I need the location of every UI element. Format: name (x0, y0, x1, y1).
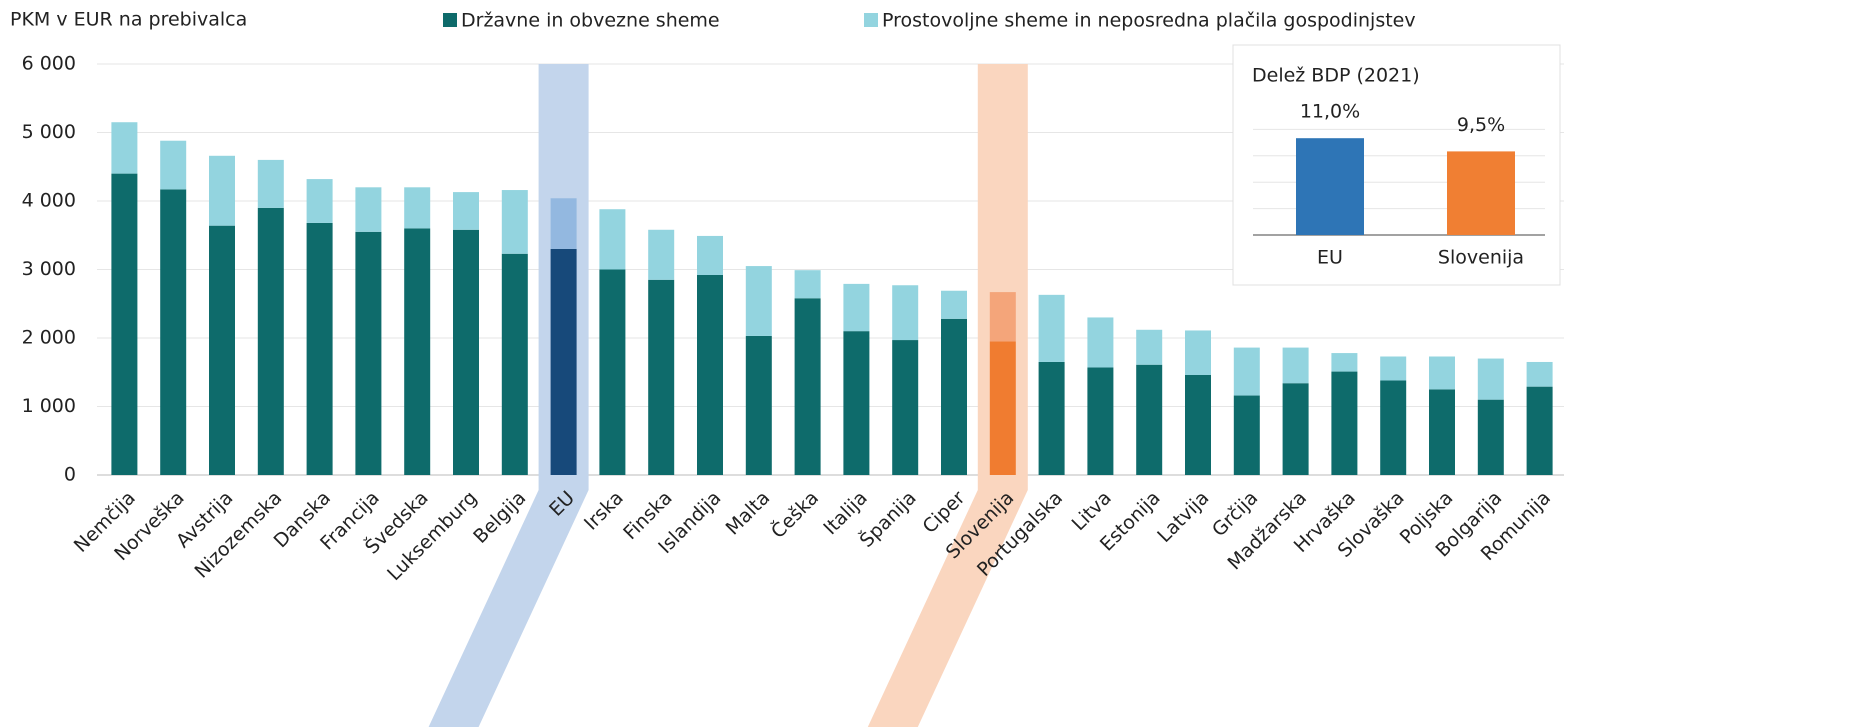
x-tick-label: Češka (766, 485, 823, 542)
bar-segment (648, 279, 675, 475)
bar-segment (550, 248, 577, 475)
bar-segment (1429, 389, 1455, 475)
bar-segment (648, 229, 675, 280)
bar-segment (745, 266, 772, 336)
bar-segment (697, 274, 723, 475)
bar-segment (453, 192, 479, 230)
bar-segment (404, 187, 431, 229)
bar-segment (697, 235, 723, 275)
bar-segment (1477, 358, 1504, 400)
bar-segment (1233, 395, 1260, 475)
legend-label: Državne in obvezne sheme (461, 10, 720, 32)
bar-segment (794, 270, 821, 299)
bar-segment (1526, 361, 1553, 387)
bar-segment (501, 190, 528, 254)
bar-segment (550, 198, 577, 249)
bar-segment (843, 283, 870, 332)
highlight-band (428, 64, 589, 727)
bar-segment (1233, 347, 1260, 396)
y-tick-label: 6 000 (22, 53, 76, 75)
bar-segment (355, 231, 382, 475)
bar-segment (892, 340, 919, 475)
inset-title: Delež BDP (2021) (1252, 65, 1420, 87)
bar-segment (892, 285, 919, 341)
bar-segment (1477, 399, 1504, 475)
y-axis-label: PKM v EUR na prebivalca (10, 9, 247, 31)
bar-segment (209, 155, 235, 226)
bar-segment (160, 189, 187, 476)
y-tick-label: 0 (64, 464, 76, 486)
highlight-band (867, 64, 1028, 727)
bands (97, 63, 1564, 727)
bar-segment (453, 229, 479, 475)
bar-segment (843, 331, 870, 475)
bar-segment (1282, 347, 1309, 384)
value-label: 11,0% (1300, 101, 1360, 123)
bar-segment (1185, 374, 1211, 475)
bar-segment (257, 207, 284, 475)
bar-segment (1526, 386, 1553, 475)
bar-segment (160, 140, 187, 190)
bar-segment (989, 341, 1016, 475)
bar-segment (1185, 330, 1211, 375)
x-tick-label: Latvija (1153, 487, 1213, 547)
bar-segment (501, 253, 528, 475)
legend-label: Prostovoljne sheme in neposredna plačila… (882, 10, 1416, 32)
bar-segment (599, 269, 626, 475)
bar-segment (1038, 294, 1065, 362)
bar-segment (745, 335, 772, 475)
y-tick-label: 2 000 (22, 327, 76, 349)
bar-segment (941, 290, 967, 319)
bar-segment (1136, 329, 1163, 365)
bar-segment (355, 187, 382, 232)
bar-segment (599, 209, 626, 270)
bar-segment (306, 222, 333, 475)
bar-segment (306, 179, 333, 223)
bar-segment (1331, 353, 1358, 372)
bar-segment (209, 225, 235, 475)
value-label: 9,5% (1457, 114, 1505, 136)
bar-segment (404, 228, 431, 475)
y-tick-label: 3 000 (22, 258, 76, 280)
x-tick-label: Slovenija (1438, 247, 1524, 269)
legend-swatch (443, 13, 457, 27)
bar-segment (111, 173, 138, 475)
x-tick-label: Malta (722, 487, 775, 540)
bar-segment (1282, 383, 1309, 475)
bar-segment (989, 292, 1016, 342)
bar-segment (1380, 380, 1407, 475)
bar-segment (1380, 356, 1407, 381)
bar-segment (1136, 364, 1163, 475)
bar (1296, 138, 1364, 235)
bar-segment (1429, 356, 1455, 390)
bar-segment (257, 159, 284, 208)
bar-segment (1331, 371, 1358, 475)
bar-segment (941, 318, 967, 475)
bar-segment (794, 298, 821, 475)
bar-segment (1087, 367, 1114, 475)
y-tick-label: 5 000 (22, 121, 76, 143)
x-tick-label: EU (1317, 247, 1343, 269)
bar-segment (1087, 317, 1114, 368)
legend-swatch (864, 13, 878, 27)
bar-segment (111, 122, 138, 174)
bar (1447, 151, 1515, 235)
bar-segment (1038, 361, 1065, 475)
y-tick-label: 4 000 (22, 190, 76, 212)
y-tick-label: 1 000 (22, 395, 76, 417)
